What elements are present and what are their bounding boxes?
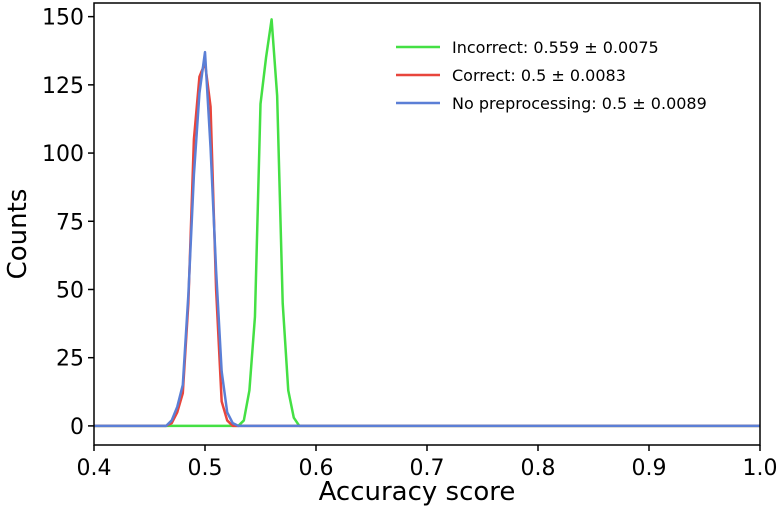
legend-entry: No preprocessing: 0.5 ± 0.0089 — [452, 94, 707, 113]
x-tick-label: 0.9 — [632, 456, 667, 481]
x-tick-label: 0.6 — [299, 456, 334, 481]
legend: Incorrect: 0.559 ± 0.0075 Correct: 0.5 ± … — [396, 38, 707, 113]
y-tick-label: 75 — [56, 210, 84, 235]
y-tick-label: 50 — [56, 278, 84, 303]
x-tick-label: 0.7 — [410, 456, 445, 481]
y-tick-label: 100 — [42, 142, 84, 167]
x-axis: 0.4 0.5 0.6 0.7 0.8 0.9 1.0 — [77, 445, 778, 481]
axes-frame — [93, 2, 761, 446]
x-tick-label: 0.8 — [521, 456, 556, 481]
y-tick-label: 150 — [42, 6, 84, 31]
x-tick-label: 0.5 — [188, 456, 223, 481]
series-line-1 — [94, 18, 760, 428]
y-axis: 0 25 50 75 100 125 150 — [42, 6, 94, 440]
plot-area — [94, 18, 760, 428]
series-line-2 — [94, 61, 760, 428]
y-tick-label: 0 — [70, 415, 84, 440]
series-line-3 — [94, 50, 760, 428]
y-axis-label: Counts — [3, 189, 33, 280]
x-tick-label: 1.0 — [743, 456, 778, 481]
y-tick-label: 125 — [42, 74, 84, 99]
x-tick-label: 0.4 — [77, 456, 112, 481]
legend-entry: Correct: 0.5 ± 0.0083 — [452, 66, 626, 85]
x-axis-label: Accuracy score — [319, 477, 516, 507]
legend-entry: Incorrect: 0.559 ± 0.0075 — [452, 38, 659, 57]
y-tick-label: 25 — [56, 347, 84, 372]
